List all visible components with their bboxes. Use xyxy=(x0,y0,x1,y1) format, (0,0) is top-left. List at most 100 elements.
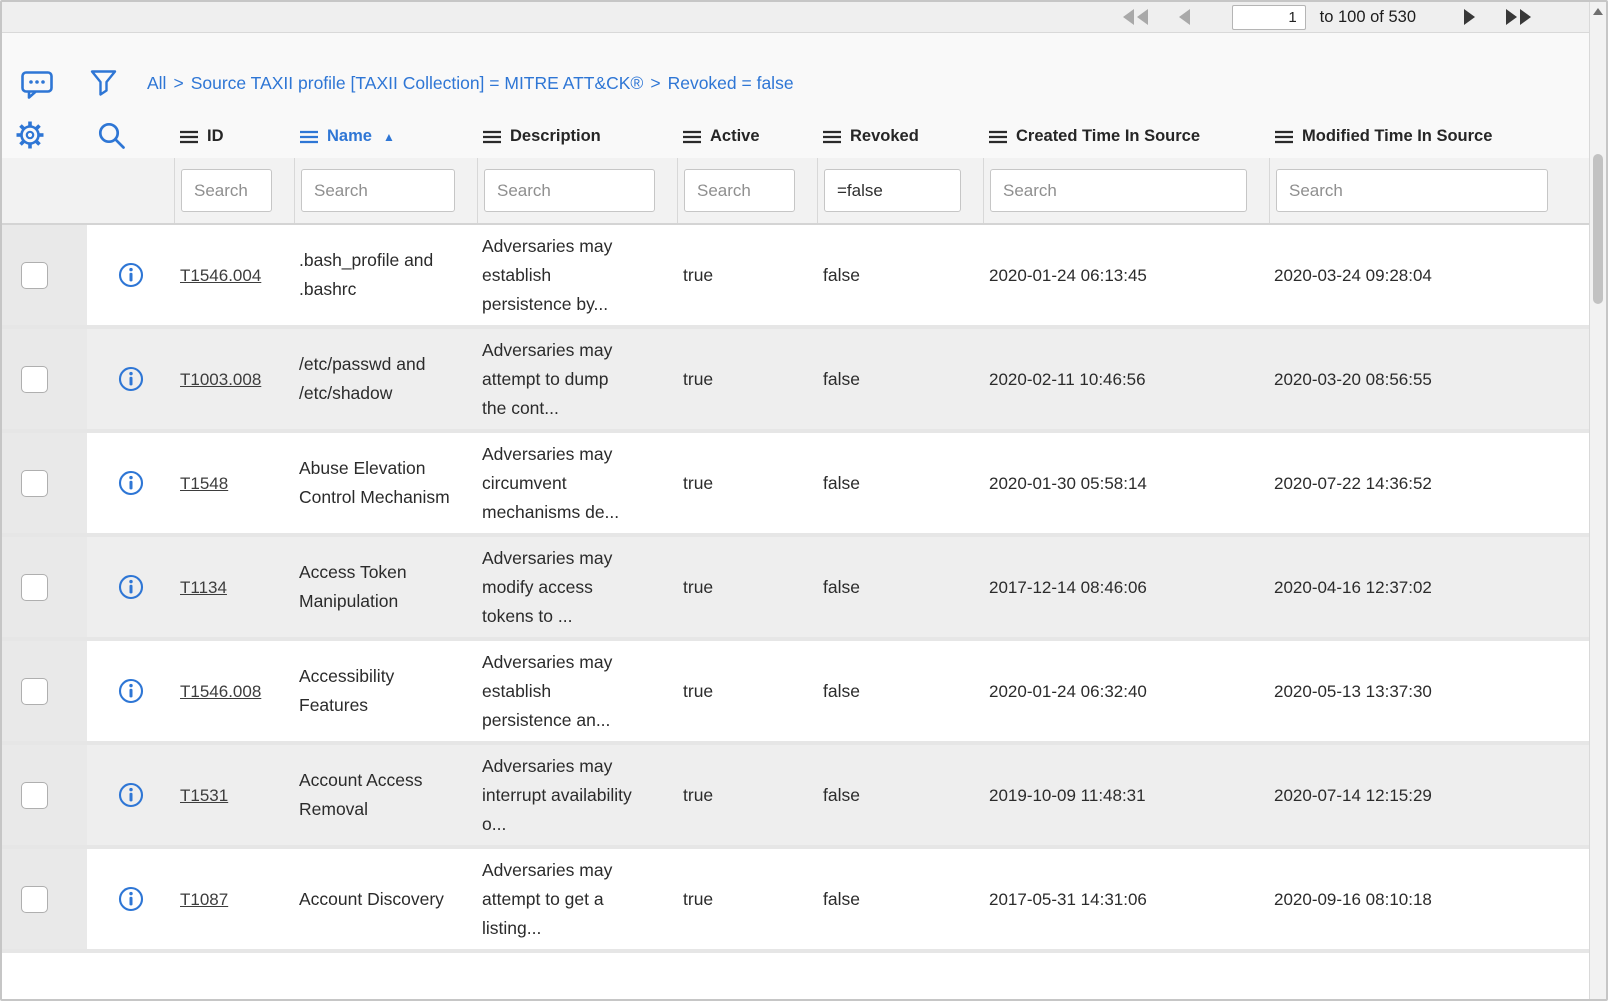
column-label: Created Time In Source xyxy=(1016,127,1201,145)
info-icon[interactable] xyxy=(118,678,144,704)
row-checkbox[interactable] xyxy=(21,573,48,601)
vertical-scrollbar[interactable] xyxy=(1589,2,1606,999)
column-menu-icon[interactable] xyxy=(180,130,198,144)
toolbar: All > Source TAXII profile [TAXII Collecti… xyxy=(2,33,1589,158)
column-label: Description xyxy=(510,127,601,145)
column-menu-icon[interactable] xyxy=(300,130,318,144)
row-select-cell xyxy=(2,329,87,429)
modified-time-value: 2020-04-16 12:37:02 xyxy=(1274,577,1432,597)
name-cell: .bash_profile and .bashrc xyxy=(295,225,478,325)
column-header-revoked[interactable]: Revoked xyxy=(818,127,984,146)
row-checkbox[interactable] xyxy=(21,469,48,497)
search-icon[interactable] xyxy=(97,121,126,150)
active-value: true xyxy=(683,576,714,597)
info-icon[interactable] xyxy=(118,366,144,392)
row-checkbox[interactable] xyxy=(21,885,48,913)
info-icon[interactable] xyxy=(118,262,144,288)
column-label: Name xyxy=(327,127,372,145)
info-icon[interactable] xyxy=(118,470,144,496)
filter-cell-active xyxy=(678,158,818,223)
search-input-modified-time[interactable] xyxy=(1276,169,1548,212)
table-row: T1548 Abuse Elevation Control Mechanism … xyxy=(2,433,1589,537)
modified-time-cell: 2020-07-22 14:36:52 xyxy=(1270,433,1589,533)
search-input-name[interactable] xyxy=(301,169,455,212)
search-input-created-time[interactable] xyxy=(990,169,1247,212)
row-checkbox[interactable] xyxy=(21,781,48,809)
filter-cell-lead xyxy=(2,158,175,223)
search-input-revoked[interactable] xyxy=(824,169,961,212)
scrollbar-thumb[interactable] xyxy=(1593,154,1603,304)
breadcrumb-separator: > xyxy=(173,73,184,93)
column-header-id[interactable]: ID xyxy=(175,127,295,146)
pagination-bar: to 100 of 530 xyxy=(2,2,1589,33)
row-select-cell xyxy=(2,537,87,637)
technique-id-link[interactable]: T1003.008 xyxy=(180,369,262,389)
table-row: T1003.008 /etc/passwd and /etc/shadow Ad… xyxy=(2,329,1589,433)
active-value: true xyxy=(683,784,714,805)
name-cell: Account Discovery xyxy=(295,849,478,949)
column-menu-icon[interactable] xyxy=(1275,130,1293,144)
column-header-modified-time[interactable]: Modified Time In Source xyxy=(1270,127,1589,146)
modified-time-cell: 2020-03-20 08:56:55 xyxy=(1270,329,1589,429)
search-input-description[interactable] xyxy=(484,169,655,212)
column-menu-icon[interactable] xyxy=(989,130,1007,144)
created-time-cell: 2017-12-14 08:46:06 xyxy=(984,537,1270,637)
scroll-up-button[interactable] xyxy=(1592,6,1604,18)
chat-icon[interactable] xyxy=(21,71,53,99)
row-info-cell xyxy=(87,641,175,741)
modified-time-value: 2020-03-20 08:56:55 xyxy=(1274,369,1432,389)
technique-id-link[interactable]: T1134 xyxy=(180,577,227,597)
active-cell: true xyxy=(678,537,818,637)
column-menu-icon[interactable] xyxy=(683,130,701,144)
modified-time-cell: 2020-09-16 08:10:18 xyxy=(1270,849,1589,949)
previous-page-button[interactable] xyxy=(1176,8,1192,26)
modified-time-value: 2020-03-24 09:28:04 xyxy=(1274,265,1432,285)
id-cell: T1531 xyxy=(175,745,295,845)
filter-icon[interactable] xyxy=(90,69,117,97)
technique-description: Adversaries may circumvent mechanisms de… xyxy=(482,443,620,522)
row-checkbox[interactable] xyxy=(21,261,48,289)
breadcrumb-link-taxii-profile[interactable]: Source TAXII profile [TAXII Collection] … xyxy=(190,73,644,93)
name-cell: Access Token Manipulation xyxy=(295,537,478,637)
modified-time-cell: 2020-04-16 12:37:02 xyxy=(1270,537,1589,637)
info-icon[interactable] xyxy=(118,782,144,808)
column-menu-icon[interactable] xyxy=(823,130,841,144)
active-value: true xyxy=(683,368,714,389)
next-page-button[interactable] xyxy=(1462,8,1478,26)
technique-id-link[interactable]: T1546.004 xyxy=(180,265,262,285)
first-page-button[interactable] xyxy=(1120,8,1150,26)
row-info-cell xyxy=(87,537,175,637)
technique-id-link[interactable]: T1546.008 xyxy=(180,681,262,701)
id-cell: T1546.004 xyxy=(175,225,295,325)
page-number-input[interactable] xyxy=(1231,4,1306,30)
column-header-description[interactable]: Description xyxy=(478,127,678,146)
technique-description: Adversaries may establish persistence an… xyxy=(482,651,613,730)
info-icon[interactable] xyxy=(118,574,144,600)
search-input-active[interactable] xyxy=(684,169,795,212)
modified-time-value: 2020-07-22 14:36:52 xyxy=(1274,473,1432,493)
settings-gear-icon[interactable] xyxy=(14,119,46,151)
technique-description: Adversaries may attempt to get a listing… xyxy=(482,859,613,938)
row-checkbox[interactable] xyxy=(21,677,48,705)
description-cell: Adversaries may establish persistence by… xyxy=(478,225,678,325)
search-input-id[interactable] xyxy=(181,169,272,212)
column-header-created-time[interactable]: Created Time In Source xyxy=(984,127,1270,146)
info-icon[interactable] xyxy=(118,886,144,912)
column-header-name[interactable]: Name ▲ xyxy=(295,127,478,146)
name-cell: /etc/passwd and /etc/shadow xyxy=(295,329,478,429)
breadcrumb-link-all[interactable]: All xyxy=(147,73,167,93)
created-time-value: 2020-02-11 10:46:56 xyxy=(989,369,1146,389)
technique-id-link[interactable]: T1548 xyxy=(180,473,229,493)
id-cell: T1087 xyxy=(175,849,295,949)
modified-time-cell: 2020-07-14 12:15:29 xyxy=(1270,745,1589,845)
breadcrumb-link-revoked-filter[interactable]: Revoked = false xyxy=(667,73,794,93)
revoked-cell: false xyxy=(818,641,984,741)
column-header-active[interactable]: Active xyxy=(678,127,818,146)
technique-id-link[interactable]: T1531 xyxy=(180,785,229,805)
last-page-button[interactable] xyxy=(1504,8,1534,26)
column-menu-icon[interactable] xyxy=(483,130,501,144)
technique-id-link[interactable]: T1087 xyxy=(180,889,229,909)
row-checkbox[interactable] xyxy=(21,365,48,393)
